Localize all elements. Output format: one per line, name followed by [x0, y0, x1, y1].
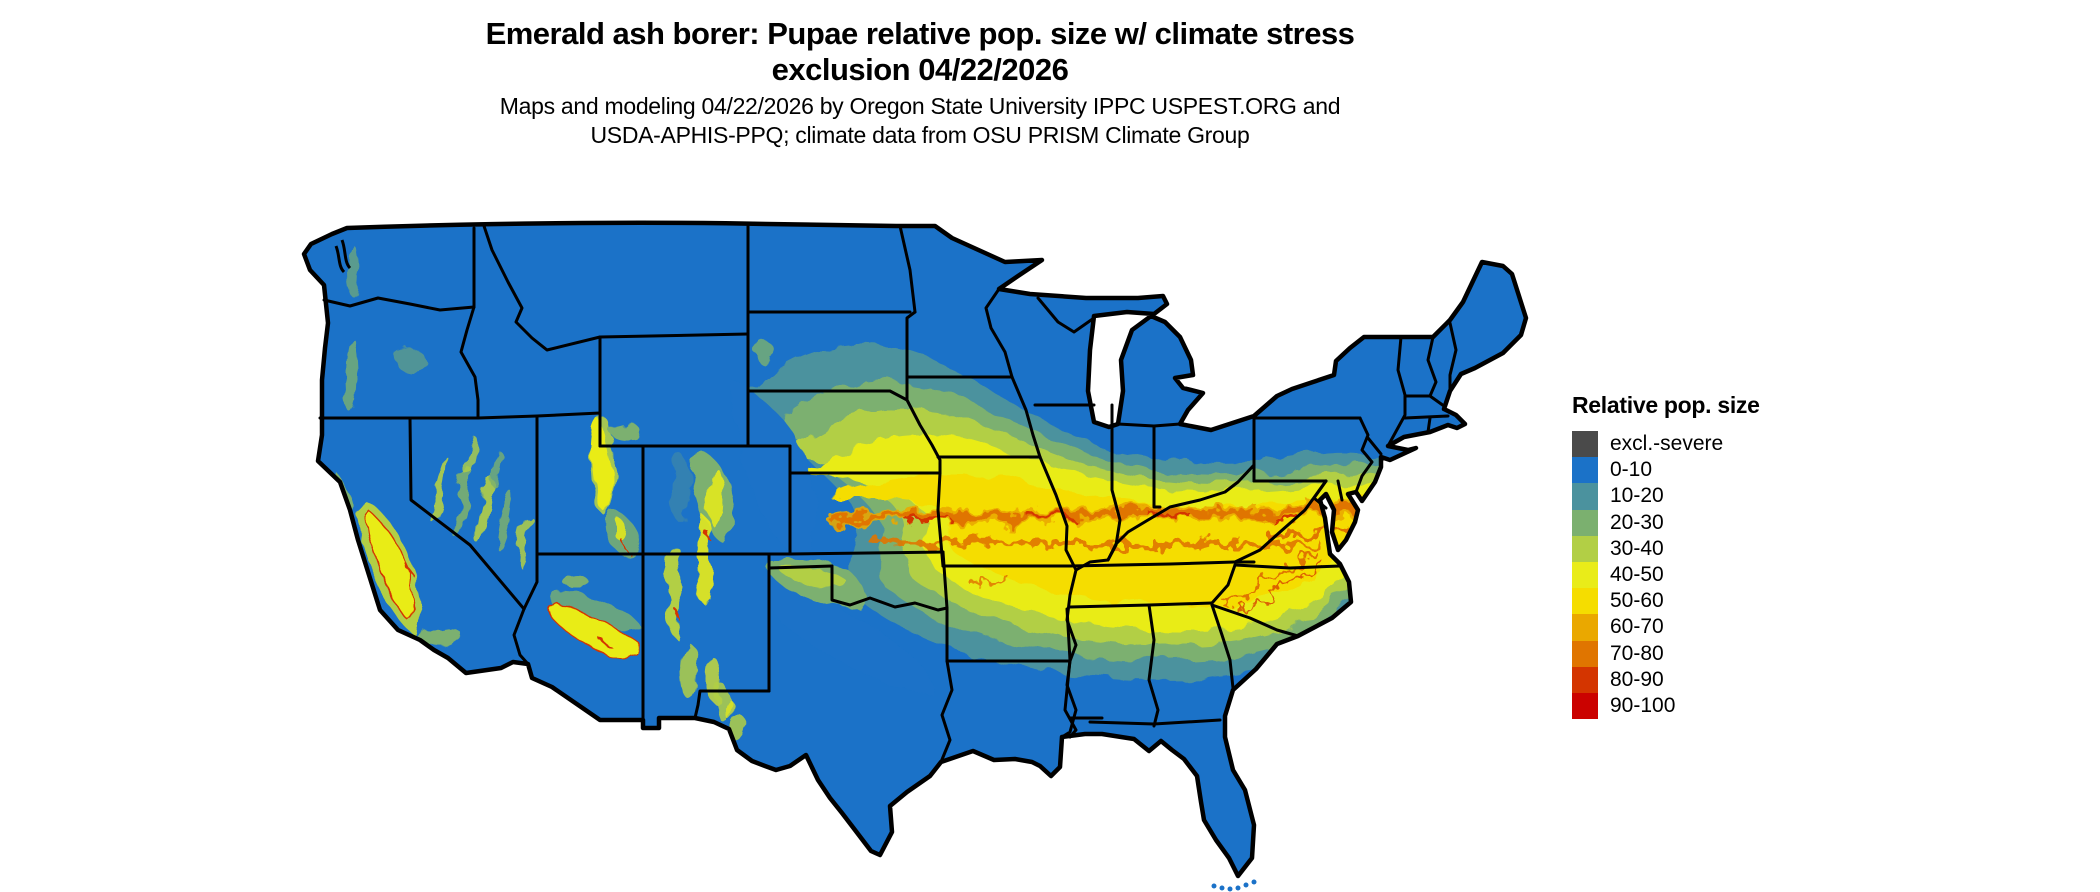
map-subtitle-line2: USDA-APHIS-PPQ; climate data from OSU PR… — [590, 122, 1250, 148]
legend-item-90-100: 90-100 — [1572, 692, 1760, 720]
legend-swatch — [1572, 692, 1598, 720]
legend-item-10-20: 10-20 — [1572, 483, 1760, 510]
orange-core-band — [403, 502, 1407, 647]
legend-label: 60-70 — [1610, 615, 1664, 639]
us-map — [270, 210, 1550, 892]
legend-swatch — [1572, 640, 1598, 667]
legend-swatch — [1572, 614, 1598, 641]
legend-label: 70-80 — [1610, 641, 1664, 665]
legend-item-60-70: 60-70 — [1572, 614, 1760, 641]
legend-label: 30-40 — [1610, 536, 1664, 560]
legend-item-excl.-severe: excl.-severe — [1572, 431, 1760, 458]
legend-label: 50-60 — [1610, 589, 1664, 613]
legend-label: 0-10 — [1610, 458, 1653, 482]
map-title-line1: Emerald ash borer: Pupae relative pop. s… — [485, 16, 1355, 51]
map-subtitle-line1: Maps and modeling 04/22/2026 by Oregon S… — [499, 93, 1341, 119]
legend-rows: excl.-severe 0-10 10-20 20-30 30-40 40-50 50-6… — [1572, 431, 1760, 720]
legend-item-40-50: 40-50 — [1572, 561, 1760, 589]
legend-item-20-30: 20-30 — [1572, 509, 1760, 536]
legend-label: 10-20 — [1610, 484, 1664, 508]
legend-swatch — [1572, 666, 1598, 693]
map-title-line2: exclusion 04/22/2026 — [771, 52, 1069, 87]
map-subtitle: Maps and modeling 04/22/2026 by Oregon S… — [270, 92, 1570, 150]
legend-swatch — [1572, 535, 1598, 562]
western-terrain — [333, 246, 773, 744]
legend-swatch — [1572, 483, 1598, 510]
puget-sound-inlets — [334, 239, 352, 274]
legend-label: 20-30 — [1610, 510, 1664, 534]
legend-item-0-10: 0-10 — [1572, 457, 1760, 484]
map-title: Emerald ash borer: Pupae relative pop. s… — [270, 16, 1570, 88]
legend-swatch — [1572, 561, 1598, 589]
legend-label: 80-90 — [1610, 667, 1664, 691]
legend-label: 40-50 — [1610, 563, 1664, 587]
legend-item-30-40: 30-40 — [1572, 535, 1760, 562]
us-map-svg — [270, 210, 1550, 892]
legend-swatch — [1572, 509, 1598, 536]
legend-swatch — [1572, 588, 1598, 615]
legend-item-70-80: 70-80 — [1572, 640, 1760, 667]
legend: Relative pop. size excl.-severe 0-10 10-20… — [1572, 392, 1760, 720]
legend-item-50-60: 50-60 — [1572, 588, 1760, 615]
legend-swatch — [1572, 431, 1598, 458]
state-borders — [318, 224, 1458, 764]
legend-title: Relative pop. size — [1572, 392, 1760, 418]
legend-label: excl.-severe — [1610, 432, 1724, 456]
legend-item-80-90: 80-90 — [1572, 666, 1760, 693]
legend-swatch — [1572, 457, 1598, 484]
legend-label: 90-100 — [1610, 693, 1676, 717]
florida-keys — [1211, 879, 1257, 892]
population-bands — [333, 246, 1432, 744]
